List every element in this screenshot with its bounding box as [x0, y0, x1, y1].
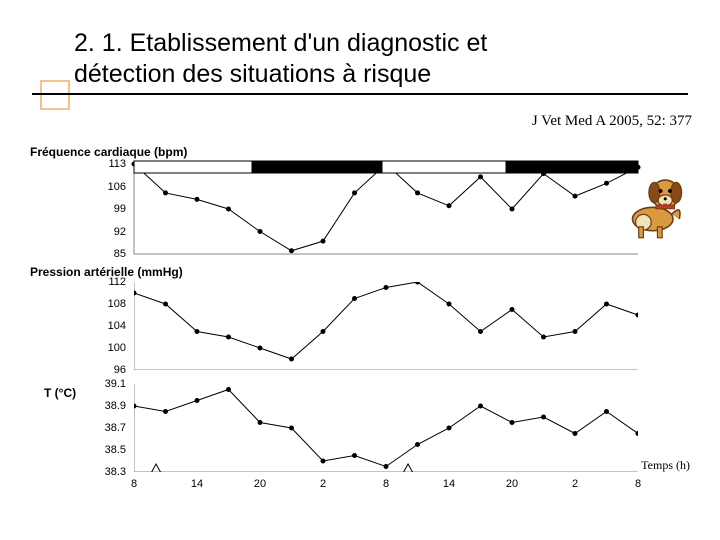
y-tick: 38.9	[105, 400, 126, 412]
x-tick: 2	[572, 478, 578, 490]
y-tick: 92	[114, 226, 126, 238]
title-line-1: 2. 1. Etablissement d'un diagnostic et	[74, 29, 487, 57]
x-tick: 14	[443, 478, 455, 490]
y-tick: 106	[108, 181, 126, 193]
chart-label-hr: Fréquence cardiaque (bpm)	[30, 145, 187, 159]
y-tick: 39.1	[105, 378, 126, 390]
chart-label-temp: T (°C)	[44, 386, 76, 400]
x-tick: 8	[383, 478, 389, 490]
chart-svg-temp	[134, 384, 638, 472]
x-axis: 8 14 20 2 8 14 20 2 8	[134, 478, 638, 496]
y-tick: 104	[108, 320, 126, 332]
x-tick: 2	[320, 478, 326, 490]
y-tick: 99	[114, 203, 126, 215]
x-tick: 8	[131, 478, 137, 490]
chart-svg-bp	[134, 282, 638, 370]
y-tick: 38.5	[105, 444, 126, 456]
y-tick: 108	[108, 298, 126, 310]
x-tick: 8	[635, 478, 641, 490]
y-tick: 96	[114, 364, 126, 376]
y-tick: 85	[114, 248, 126, 260]
slide-title: 2. 1. Etablissement d'un diagnostic et d…	[74, 28, 688, 95]
y-tick: 113	[108, 158, 126, 170]
y-tick: 38.7	[105, 422, 126, 434]
chart-label-bp: Pression artérielle (mmHg)	[30, 265, 183, 279]
y-tick: 100	[108, 342, 126, 354]
citation-text: J Vet Med A 2005, 52: 377	[532, 113, 692, 130]
x-axis-title: Temps (h)	[641, 458, 690, 473]
slide-root: 2. 1. Etablissement d'un diagnostic et d…	[0, 0, 720, 540]
chart-svg-hr	[134, 164, 638, 254]
y-tick: 112	[108, 276, 126, 288]
x-tick: 20	[254, 478, 266, 490]
y-tick: 38.3	[105, 466, 126, 478]
x-tick: 20	[506, 478, 518, 490]
x-tick: 14	[191, 478, 203, 490]
title-line-2: détection des situations à risque	[32, 59, 688, 94]
title-block: 2. 1. Etablissement d'un diagnostic et d…	[32, 28, 688, 95]
